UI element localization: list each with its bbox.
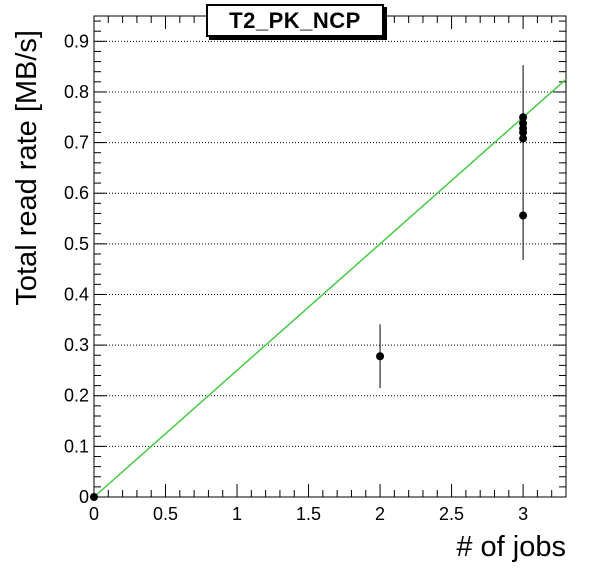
- fit-line: [93, 78, 567, 498]
- x-tick-label: 2: [375, 504, 385, 524]
- y-tick-label: 0.8: [64, 82, 89, 102]
- y-axis-title: Total read rate [MB/s]: [11, 30, 43, 306]
- data-point: [376, 352, 385, 361]
- axis-ticks: [93, 16, 567, 498]
- data-point: [519, 119, 528, 128]
- data-point: [519, 113, 528, 122]
- x-axis-title: # of jobs: [456, 531, 566, 563]
- y-tick-label: 0.1: [64, 436, 89, 456]
- tick-labels: 0 0.1 0.2 0.3 0.4 0.5 0.6 0.7 0.8 0.9 0 0.5 1 1.5 2 2.5…: [64, 31, 528, 524]
- error-bars: [379, 65, 524, 389]
- y-tick-label: 0.5: [64, 234, 89, 254]
- x-tick-label: 1: [232, 504, 242, 524]
- y-tick-label: 0.4: [64, 284, 89, 304]
- x-tick-label: 0.5: [153, 504, 178, 524]
- y-tick-label: 0.3: [64, 335, 89, 355]
- x-tick-label: 1.5: [296, 504, 321, 524]
- data-points: [90, 113, 528, 501]
- data-point: [90, 493, 98, 501]
- plot-frame: [93, 15, 567, 498]
- x-tick-label: 3: [518, 504, 528, 524]
- x-tick-label: 0: [89, 504, 99, 524]
- y-tick-label: 0.2: [64, 386, 89, 406]
- y-tick-label: 0.9: [64, 31, 89, 51]
- fit-line-group: [93, 78, 567, 498]
- y-tick-label: 0.7: [64, 133, 89, 153]
- chart-title: T2_PK_NCP: [206, 4, 384, 37]
- data-point: [519, 211, 528, 220]
- y-tick-label: 0: [79, 487, 89, 507]
- y-tick-label: 0.6: [64, 183, 89, 203]
- data-point: [519, 134, 528, 143]
- x-tick-label: 2.5: [439, 504, 464, 524]
- grid-lines: [94, 40, 566, 447]
